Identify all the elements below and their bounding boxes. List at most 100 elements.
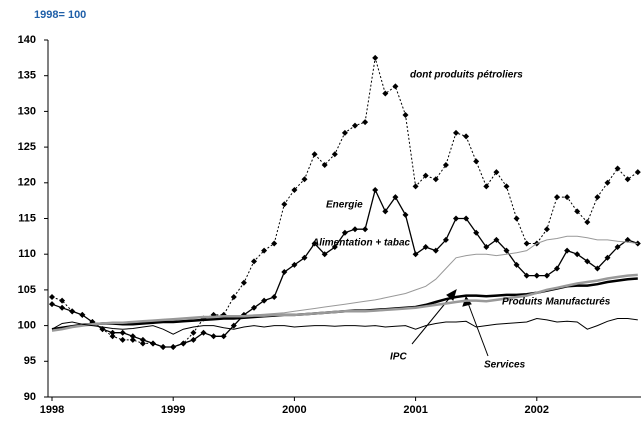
- point: [160, 344, 167, 351]
- point: [453, 129, 459, 136]
- point: [281, 201, 288, 208]
- point: [422, 172, 429, 179]
- point: [150, 340, 156, 347]
- y-tick-label: 130: [18, 105, 36, 117]
- point: [483, 183, 490, 190]
- point: [543, 272, 550, 279]
- point: [251, 258, 257, 265]
- point: [311, 240, 318, 247]
- point: [584, 258, 591, 265]
- point: [533, 272, 540, 279]
- point: [554, 194, 560, 201]
- point: [442, 161, 449, 168]
- chart-subtitle: 1998= 100: [34, 9, 86, 21]
- point: [69, 308, 76, 315]
- point: [210, 333, 217, 340]
- point: [301, 176, 308, 183]
- y-tick-label: 120: [18, 177, 36, 189]
- y-tick-label: 115: [18, 212, 36, 224]
- point: [614, 244, 621, 251]
- point: [109, 329, 116, 336]
- series-label: Produits Manufacturés: [502, 297, 611, 308]
- series-label: IPC: [390, 352, 407, 363]
- point: [331, 151, 338, 158]
- series-label: dont produits pétroliers: [410, 70, 523, 81]
- point: [392, 194, 399, 201]
- point: [564, 194, 571, 201]
- point: [604, 179, 611, 186]
- point: [291, 261, 298, 268]
- point: [503, 183, 510, 190]
- point: [412, 251, 419, 258]
- y-tick-label: 105: [18, 284, 36, 296]
- point: [129, 336, 136, 343]
- point: [180, 340, 187, 347]
- point: [362, 119, 369, 126]
- point: [200, 329, 207, 336]
- point: [614, 165, 621, 172]
- point: [584, 219, 591, 226]
- x-tick-label: 1999: [161, 404, 185, 416]
- point: [251, 304, 257, 311]
- point: [59, 297, 66, 304]
- point: [79, 311, 86, 318]
- point: [442, 236, 449, 243]
- point: [352, 122, 358, 129]
- point: [331, 244, 338, 251]
- point: [261, 247, 268, 254]
- point: [513, 261, 520, 268]
- point: [422, 244, 429, 251]
- point: [230, 294, 237, 301]
- point: [382, 208, 389, 215]
- point: [574, 251, 581, 258]
- point: [432, 176, 439, 183]
- point: [543, 226, 550, 233]
- point: [624, 176, 631, 183]
- x-tick-label: 2002: [525, 404, 549, 416]
- y-tick-label: 110: [18, 248, 36, 260]
- series-label: Services: [484, 360, 526, 371]
- y-tick-label: 90: [24, 391, 36, 403]
- series-line: [51, 317, 638, 335]
- point: [240, 279, 247, 286]
- point: [382, 90, 389, 97]
- series-line: [51, 235, 638, 330]
- arrow: [467, 302, 489, 357]
- point: [49, 301, 55, 308]
- point: [291, 186, 298, 193]
- y-tick-label: 140: [18, 34, 36, 46]
- point: [139, 340, 146, 347]
- point: [624, 236, 631, 243]
- point: [523, 240, 530, 247]
- point: [281, 269, 288, 276]
- point: [321, 251, 328, 258]
- point: [392, 83, 399, 90]
- point: [574, 208, 581, 215]
- point: [402, 111, 409, 118]
- point: [119, 336, 126, 343]
- point: [372, 54, 379, 61]
- point: [271, 240, 278, 247]
- point: [49, 294, 55, 301]
- point: [513, 215, 520, 222]
- point: [341, 129, 348, 136]
- point: [463, 215, 470, 222]
- point: [261, 297, 268, 304]
- point: [473, 158, 480, 165]
- point: [503, 247, 510, 254]
- point: [634, 169, 641, 176]
- point: [483, 244, 490, 251]
- point: [463, 133, 470, 140]
- y-tick-label: 100: [18, 320, 36, 332]
- point: [594, 194, 601, 201]
- point: [301, 254, 308, 261]
- point: [321, 161, 328, 168]
- point: [493, 169, 500, 176]
- point: [139, 336, 146, 343]
- x-tick-label: 1998: [40, 404, 64, 416]
- point: [190, 329, 197, 336]
- point: [59, 304, 66, 311]
- point: [119, 329, 126, 336]
- series-line: [51, 273, 638, 332]
